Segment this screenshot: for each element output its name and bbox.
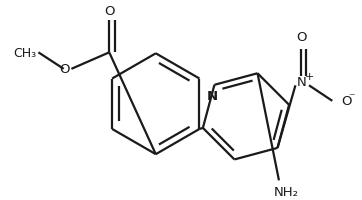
Text: N: N [296, 76, 306, 88]
Text: NH₂: NH₂ [274, 185, 299, 198]
Text: +: + [304, 71, 314, 81]
Text: O: O [296, 30, 307, 43]
Text: ⁻: ⁻ [348, 91, 355, 104]
Text: O: O [341, 95, 352, 108]
Text: O: O [59, 63, 70, 76]
Text: CH₃: CH₃ [13, 47, 37, 60]
Text: O: O [104, 5, 114, 18]
Text: N: N [207, 89, 218, 102]
